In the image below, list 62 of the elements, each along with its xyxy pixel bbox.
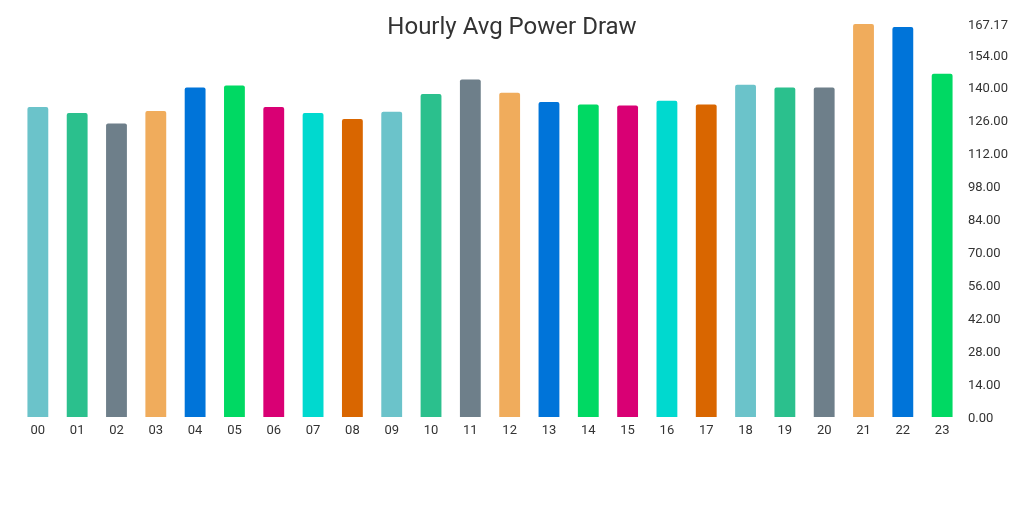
y-tick-label: 167.17 (968, 16, 1008, 32)
bar (931, 73, 953, 417)
x-tick-label: 17 (698, 422, 714, 437)
x-tick-label: 03 (148, 422, 164, 437)
bar (892, 26, 914, 417)
bar (459, 79, 481, 417)
bar (302, 113, 324, 417)
x-tick-label: 08 (345, 422, 360, 437)
bar (341, 118, 363, 417)
bar (695, 104, 717, 417)
y-tick-label: 42.00 (968, 310, 1001, 326)
bar (263, 106, 285, 417)
bar (106, 123, 127, 417)
bar (499, 92, 521, 417)
x-tick-label: 21 (856, 422, 871, 437)
bar (538, 101, 560, 417)
y-tick-label: 126.00 (968, 113, 1008, 129)
y-tick-label: 0.00 (968, 409, 994, 425)
x-tick-label: 13 (541, 422, 557, 437)
chart-title: Hourly Avg Power Draw (387, 12, 637, 40)
x-tick-label: 22 (895, 422, 911, 437)
x-tick-label: 10 (423, 422, 439, 437)
x-tick-label: 16 (659, 422, 675, 437)
y-tick-label: 98.00 (968, 179, 1001, 195)
x-tick-label: 12 (502, 422, 517, 437)
x-tick-label: 07 (305, 422, 321, 437)
x-tick-label: 20 (816, 422, 832, 437)
bar (27, 106, 49, 417)
x-tick-label: 09 (384, 422, 400, 437)
x-tick-label: 18 (738, 422, 753, 437)
y-tick-label: 14.00 (968, 376, 1001, 392)
y-tick-label: 140.00 (968, 80, 1008, 96)
bar (577, 104, 599, 417)
x-tick-label: 02 (109, 422, 124, 437)
bar (184, 87, 206, 417)
x-tick-label: 15 (620, 422, 635, 437)
bar (145, 110, 167, 417)
bar (813, 87, 835, 417)
y-tick-label: 70.00 (968, 244, 1001, 260)
bar (656, 100, 678, 417)
x-tick-label: 00 (30, 422, 46, 437)
bar (420, 93, 442, 417)
bar (774, 87, 796, 417)
x-tick-label: 11 (463, 422, 478, 437)
x-tick-label: 19 (777, 422, 793, 437)
x-tick-label: 01 (69, 422, 85, 437)
bar (381, 111, 403, 417)
bar (617, 105, 639, 417)
x-tick-label: 04 (187, 422, 204, 437)
x-tick-label: 23 (934, 422, 950, 437)
x-tick-label: 14 (580, 422, 597, 437)
y-tick-label: 154.00 (968, 47, 1008, 63)
x-tick-label: 05 (227, 422, 242, 437)
x-tick-label: 06 (266, 422, 282, 437)
y-tick-label: 28.00 (968, 343, 1001, 359)
y-tick-label: 56.00 (968, 277, 1001, 293)
bar (66, 113, 88, 417)
bar (853, 24, 874, 417)
bar (735, 84, 756, 417)
bar (224, 85, 245, 417)
y-tick-label: 112.00 (968, 146, 1008, 162)
y-tick-label: 84.00 (968, 212, 1001, 228)
